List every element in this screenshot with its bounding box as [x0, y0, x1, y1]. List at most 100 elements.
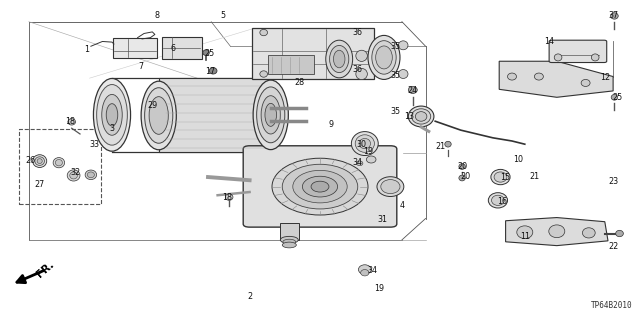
Text: 25: 25	[205, 49, 215, 58]
Polygon shape	[499, 61, 613, 97]
Ellipse shape	[582, 228, 595, 238]
Ellipse shape	[398, 70, 408, 78]
Ellipse shape	[356, 161, 363, 166]
Ellipse shape	[376, 46, 392, 69]
Text: 18: 18	[222, 193, 232, 202]
Ellipse shape	[225, 194, 233, 200]
Ellipse shape	[445, 141, 451, 147]
Ellipse shape	[302, 176, 338, 197]
Text: 8: 8	[154, 11, 159, 20]
Text: 6: 6	[170, 44, 175, 53]
Ellipse shape	[408, 106, 434, 127]
Ellipse shape	[149, 97, 168, 134]
Ellipse shape	[93, 78, 131, 151]
Text: 11: 11	[520, 232, 530, 241]
Ellipse shape	[491, 169, 510, 185]
Text: 5: 5	[220, 11, 225, 20]
Text: 27: 27	[35, 180, 45, 189]
Text: 13: 13	[404, 112, 415, 121]
Text: 34: 34	[367, 266, 378, 275]
Ellipse shape	[534, 73, 543, 80]
Ellipse shape	[548, 225, 564, 238]
Text: 26: 26	[26, 156, 36, 165]
Ellipse shape	[351, 131, 378, 155]
Ellipse shape	[97, 85, 127, 145]
Ellipse shape	[203, 50, 209, 56]
Ellipse shape	[280, 236, 298, 243]
Ellipse shape	[459, 164, 465, 169]
Ellipse shape	[87, 172, 95, 178]
Ellipse shape	[366, 156, 376, 163]
Text: 4: 4	[399, 201, 404, 210]
Ellipse shape	[381, 180, 400, 194]
Ellipse shape	[355, 135, 374, 152]
Text: 2: 2	[247, 292, 252, 300]
Text: 16: 16	[497, 197, 508, 206]
Text: 25: 25	[612, 93, 623, 102]
Text: 19: 19	[374, 284, 384, 293]
Text: 31: 31	[378, 215, 388, 224]
Ellipse shape	[488, 193, 508, 208]
Ellipse shape	[398, 41, 408, 50]
Ellipse shape	[37, 159, 42, 164]
Ellipse shape	[415, 112, 427, 121]
Text: 21: 21	[529, 172, 540, 181]
Ellipse shape	[408, 86, 417, 93]
Text: TP64B2010: TP64B2010	[591, 301, 632, 310]
Ellipse shape	[333, 50, 345, 68]
Ellipse shape	[591, 54, 599, 61]
FancyBboxPatch shape	[162, 37, 202, 59]
Text: 19: 19	[363, 147, 373, 156]
Ellipse shape	[53, 158, 65, 168]
Text: 34: 34	[352, 158, 362, 167]
Ellipse shape	[106, 104, 118, 126]
Text: 7: 7	[138, 63, 143, 71]
Ellipse shape	[368, 35, 400, 79]
Text: 37: 37	[608, 11, 618, 20]
FancyBboxPatch shape	[549, 40, 607, 63]
Ellipse shape	[85, 170, 97, 180]
Ellipse shape	[412, 109, 431, 124]
Text: 18: 18	[65, 117, 76, 126]
Ellipse shape	[253, 80, 288, 150]
FancyBboxPatch shape	[243, 146, 397, 227]
Ellipse shape	[359, 138, 371, 149]
Ellipse shape	[70, 172, 77, 179]
Ellipse shape	[67, 170, 80, 181]
Ellipse shape	[358, 265, 371, 274]
Text: 24: 24	[408, 86, 418, 95]
Ellipse shape	[293, 170, 347, 203]
Ellipse shape	[554, 54, 562, 61]
FancyBboxPatch shape	[280, 223, 299, 240]
Text: 33: 33	[90, 140, 100, 149]
FancyBboxPatch shape	[268, 55, 314, 74]
Text: 20: 20	[461, 172, 471, 181]
Text: 20: 20	[458, 162, 468, 171]
Ellipse shape	[145, 88, 173, 143]
Polygon shape	[506, 218, 608, 246]
Ellipse shape	[377, 177, 404, 197]
Text: 15: 15	[500, 173, 511, 182]
Ellipse shape	[492, 195, 504, 205]
Text: 30: 30	[356, 140, 367, 149]
Ellipse shape	[260, 29, 268, 36]
Text: 32: 32	[70, 168, 81, 177]
Ellipse shape	[356, 50, 367, 61]
Ellipse shape	[56, 160, 62, 166]
Ellipse shape	[326, 40, 353, 78]
Ellipse shape	[508, 73, 516, 80]
FancyBboxPatch shape	[113, 38, 157, 58]
Text: 35: 35	[390, 107, 401, 115]
Ellipse shape	[611, 94, 618, 100]
Ellipse shape	[372, 41, 396, 74]
Ellipse shape	[33, 155, 47, 167]
Ellipse shape	[459, 175, 465, 181]
Ellipse shape	[283, 239, 296, 244]
Text: 35: 35	[390, 71, 401, 80]
Text: 23: 23	[608, 177, 618, 186]
Ellipse shape	[616, 230, 623, 237]
Text: 17: 17	[205, 67, 215, 76]
Ellipse shape	[494, 172, 507, 182]
Ellipse shape	[265, 103, 276, 126]
Ellipse shape	[330, 46, 349, 73]
